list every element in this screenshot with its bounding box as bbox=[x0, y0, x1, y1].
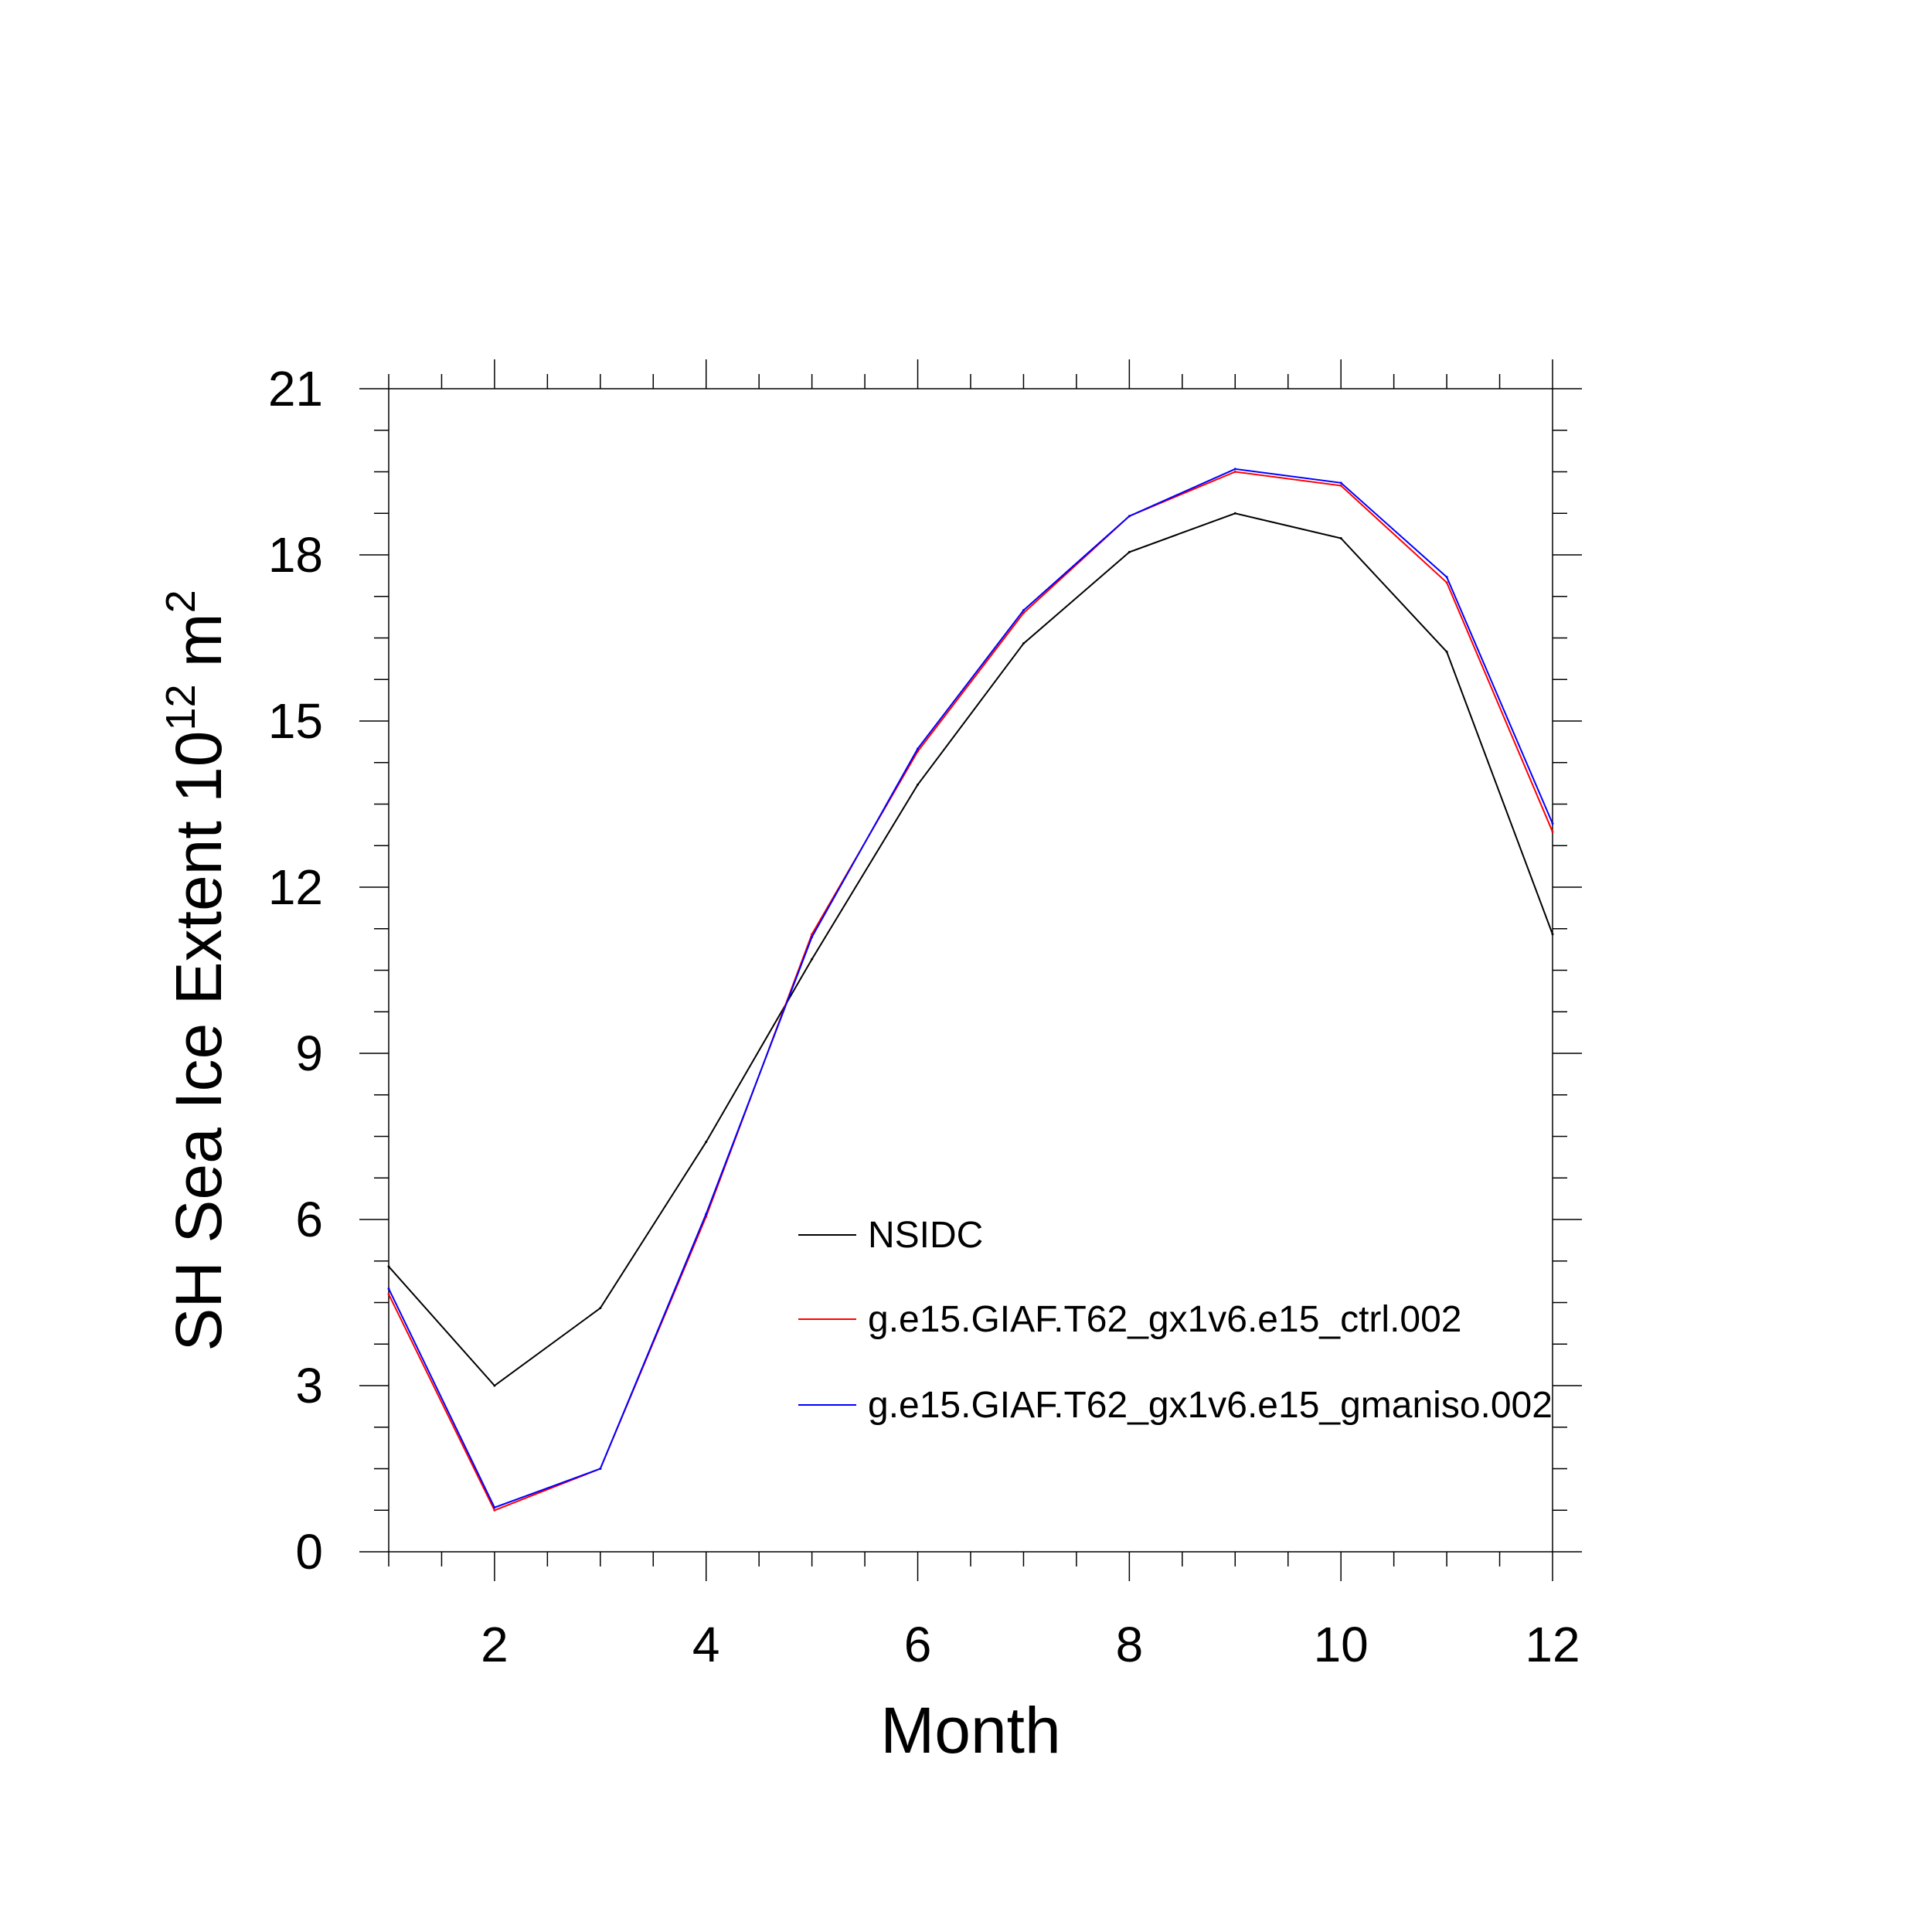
data-point bbox=[1445, 581, 1448, 584]
plot-frame bbox=[388, 388, 1553, 1553]
y-axis-label-unit-exponent: 2 bbox=[158, 590, 204, 613]
series-line-1 bbox=[388, 512, 1553, 1387]
data-point bbox=[1339, 484, 1342, 487]
data-point bbox=[1339, 537, 1342, 539]
legend-label: g.e15.GIAF.T62_gx1v6.e15_ctrl.002 bbox=[868, 1299, 1462, 1340]
x-tick-label: 8 bbox=[1116, 1617, 1144, 1672]
legend-label: NSIDC bbox=[868, 1215, 983, 1256]
tick-labels: 2 4 6 8 10 12 0 3 6 9 12 15 18 21 bbox=[268, 361, 1580, 1672]
data-point bbox=[387, 1287, 390, 1291]
data-point bbox=[493, 1506, 496, 1509]
data-point bbox=[1233, 512, 1236, 515]
data-point bbox=[1445, 576, 1448, 579]
data-point bbox=[811, 957, 814, 961]
y-tick-label: 6 bbox=[295, 1192, 323, 1247]
data-point bbox=[1022, 642, 1025, 645]
data-point bbox=[1233, 468, 1236, 471]
data-point bbox=[1445, 650, 1448, 653]
y-axis-label-main: SH Sea Ice Extent 10 bbox=[162, 730, 235, 1351]
y-tick-label: 18 bbox=[268, 527, 323, 583]
x-tick-label: 2 bbox=[481, 1617, 509, 1672]
legend: NSIDC g.e15.GIAF.T62_gx1v6.e15_ctrl.002 g.… bbox=[798, 1215, 1553, 1426]
y-tick-label: 9 bbox=[295, 1026, 323, 1081]
x-tick-label: 6 bbox=[904, 1617, 932, 1672]
data-point bbox=[1022, 611, 1025, 614]
series-lines bbox=[387, 468, 1554, 1512]
y-tick-label: 15 bbox=[268, 693, 323, 749]
data-point bbox=[493, 1509, 496, 1512]
data-point bbox=[599, 1307, 602, 1310]
data-point bbox=[1128, 515, 1131, 518]
x-tick-label: 10 bbox=[1314, 1617, 1369, 1672]
x-axis-label: Month bbox=[880, 1694, 1060, 1767]
tick-marks bbox=[359, 359, 1582, 1581]
y-axis-label-unit: m bbox=[162, 613, 235, 667]
data-point bbox=[917, 783, 920, 786]
series-line-2 bbox=[388, 471, 1553, 1512]
y-tick-label: 0 bbox=[295, 1524, 323, 1580]
y-tick-label: 21 bbox=[268, 361, 323, 417]
series-line-3 bbox=[388, 468, 1553, 1509]
y-tick-label: 3 bbox=[295, 1358, 323, 1413]
legend-label: g.e15.GIAF.T62_gx1v6.e15_gmaniso.002 bbox=[868, 1385, 1553, 1426]
data-point bbox=[1551, 822, 1554, 825]
data-point bbox=[1022, 609, 1025, 612]
data-point bbox=[1128, 550, 1131, 553]
y-axis-label: SH Sea Ice Extent 1012 m2 bbox=[158, 590, 235, 1351]
data-point bbox=[705, 1213, 708, 1216]
data-point bbox=[811, 936, 814, 938]
data-point bbox=[493, 1384, 496, 1387]
data-point bbox=[599, 1468, 602, 1470]
data-point bbox=[705, 1141, 708, 1144]
x-tick-label: 12 bbox=[1525, 1617, 1580, 1672]
data-point bbox=[387, 1265, 390, 1268]
data-point bbox=[917, 747, 920, 750]
data-point bbox=[1551, 933, 1554, 936]
y-tick-label: 12 bbox=[268, 859, 323, 915]
y-axis-label-exponent: 12 bbox=[158, 684, 204, 730]
data-point bbox=[1551, 830, 1554, 833]
x-tick-label: 4 bbox=[692, 1617, 720, 1672]
data-point bbox=[1339, 481, 1342, 485]
data-point bbox=[1233, 471, 1236, 473]
data-point bbox=[387, 1293, 390, 1296]
